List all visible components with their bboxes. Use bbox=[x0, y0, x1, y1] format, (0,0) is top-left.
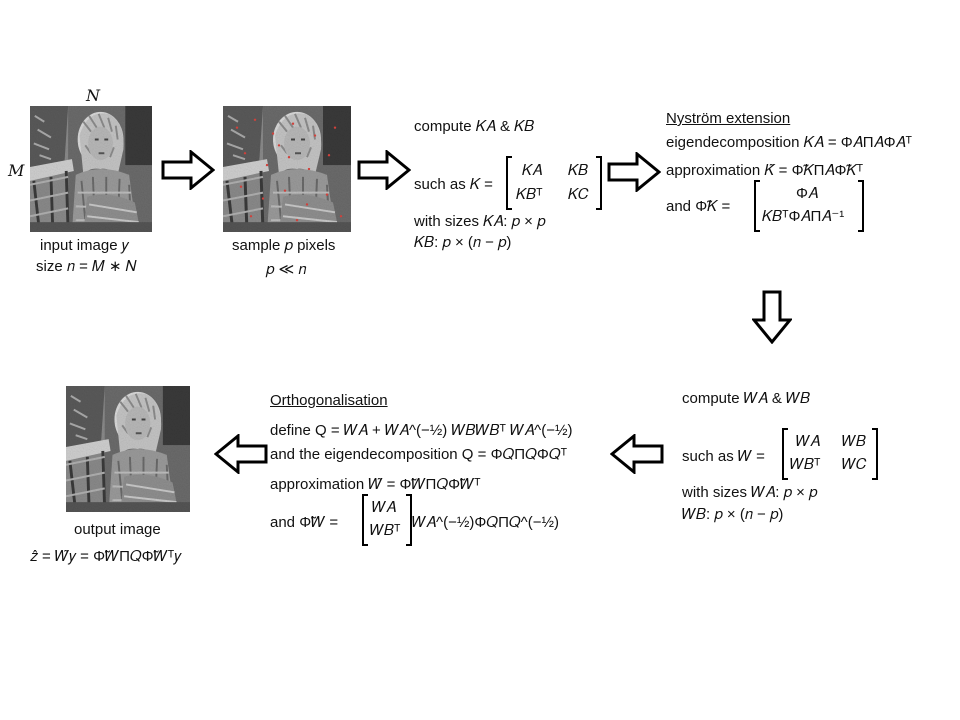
right-arrow-icon bbox=[357, 150, 411, 190]
matrix-cell: 𝑊𝐵ᵀ bbox=[790, 456, 821, 473]
compute-k-block: compute 𝐾𝐴 & 𝐾𝐵 such as 𝐾 = 𝐾𝐴 𝐾𝐵 𝐾𝐵ᵀ 𝐾𝐶… bbox=[414, 116, 604, 256]
right-arrow-icon bbox=[161, 150, 215, 190]
nystrom-approximation: approximation 𝐾̃ = Φ̃𝐾Π𝐴Φ̃𝐾ᵀ bbox=[666, 162, 864, 179]
input-image-caption-1: input image 𝑦 bbox=[40, 237, 129, 254]
matrix-cell: 𝐾𝐴 bbox=[522, 162, 543, 179]
phi-w-prefix: and Φ̃𝑊 = bbox=[270, 514, 339, 531]
matrix-cell: 𝑊𝐵ᵀ bbox=[370, 522, 401, 539]
w-matrix: 𝑊𝐴 𝑊𝐵 𝑊𝐵ᵀ 𝑊𝐶 bbox=[782, 428, 878, 480]
down-arrow-icon bbox=[752, 290, 792, 344]
k-size-line-1: with sizes 𝐾𝐴: 𝑝 × 𝑝 bbox=[414, 213, 546, 230]
nystrom-eigendecomposition: eigendecomposition 𝐾𝐴 = Φ𝐴Π𝐴Φ𝐴ᵀ bbox=[666, 134, 913, 151]
dimension-label-m: M bbox=[8, 161, 25, 180]
w-size-line-1: with sizes 𝑊𝐴: 𝑝 × 𝑝 bbox=[682, 484, 818, 501]
compute-w-block: compute 𝑊𝐴 & 𝑊𝐵 such as 𝑊 = 𝑊𝐴 𝑊𝐵 𝑊𝐵ᵀ 𝑊𝐶… bbox=[682, 390, 882, 530]
compute-w-line: compute 𝑊𝐴 & 𝑊𝐵 bbox=[682, 390, 811, 407]
phi-k-matrix: Φ𝐴 𝐾𝐵ᵀΦ𝐴Π𝐴⁻¹ bbox=[754, 180, 864, 232]
matrix-cell: 𝐾𝐵 bbox=[568, 162, 589, 179]
input-image-caption-2: size 𝑛 = 𝑀 ∗ 𝑁 bbox=[36, 258, 137, 275]
matrix-cell: 𝑊𝐴 bbox=[372, 499, 397, 516]
matrix-cell: Φ𝐴 bbox=[796, 185, 818, 202]
phi-w-suffix: 𝑊𝐴^(−½)Φ𝑄Π𝑄^(−½) bbox=[412, 514, 559, 531]
matrix-cell: 𝐾𝐵ᵀΦ𝐴Π𝐴⁻¹ bbox=[762, 208, 845, 225]
orthogonalisation-block: Orthogonalisation define Q = 𝑊𝐴 + 𝑊𝐴^(−½… bbox=[270, 390, 606, 550]
nystrom-block: Nyström extension eigendecomposition 𝐾𝐴 … bbox=[666, 110, 956, 240]
w-definition-prefix: such as 𝑊 = bbox=[682, 448, 765, 465]
right-arrow-icon bbox=[607, 152, 661, 192]
output-image-caption-1: output image bbox=[74, 521, 161, 538]
compute-k-line: compute 𝐾𝐴 & 𝐾𝐵 bbox=[414, 118, 535, 135]
orthogonalisation-title: Orthogonalisation bbox=[270, 392, 388, 409]
left-arrow-icon bbox=[610, 434, 664, 474]
output-image-formula: 𝑧̂ = 𝑊̃𝑦 = Φ̃𝑊Π𝑄Φ̃𝑊ᵀ𝑦 bbox=[30, 548, 182, 565]
nystrom-title: Nyström extension bbox=[666, 110, 791, 127]
k-matrix: 𝐾𝐴 𝐾𝐵 𝐾𝐵ᵀ 𝐾𝐶 bbox=[506, 156, 602, 210]
matrix-cell: 𝑊𝐴 bbox=[796, 433, 821, 450]
q-eigendecomposition: and the eigendecomposition Q = Φ𝑄Π𝑄Φ𝑄ᵀ bbox=[270, 446, 568, 463]
k-definition-prefix: such as 𝐾 = bbox=[414, 176, 493, 193]
output-image bbox=[66, 386, 190, 512]
w-size-line-2: 𝑊𝐵: 𝑝 × (𝑛 − 𝑝) bbox=[682, 506, 784, 523]
dimension-label-n: N bbox=[86, 86, 100, 105]
w-approximation: approximation 𝑊̃ = Φ̃𝑊Π𝑄Φ̃𝑊ᵀ bbox=[270, 476, 481, 493]
matrix-cell: 𝑊𝐶 bbox=[842, 456, 867, 473]
matrix-cell: 𝐾𝐵ᵀ bbox=[516, 186, 543, 203]
k-size-line-2: 𝐾𝐵: 𝑝 × (𝑛 − 𝑝) bbox=[414, 234, 512, 251]
input-image bbox=[30, 106, 152, 232]
define-q-line: define Q = 𝑊𝐴 + 𝑊𝐴^(−½) 𝑊𝐵𝑊𝐵ᵀ 𝑊𝐴^(−½) bbox=[270, 422, 573, 439]
sampled-image bbox=[223, 106, 351, 232]
nystrom-phi-prefix: and Φ̃𝐾 = bbox=[666, 198, 731, 215]
sampled-image-caption-2: 𝑝 ≪ 𝑛 bbox=[266, 261, 307, 278]
sampled-image-caption-1: sample 𝑝 pixels bbox=[232, 237, 336, 254]
matrix-cell: 𝐾𝐶 bbox=[568, 186, 589, 203]
left-arrow-icon bbox=[214, 434, 268, 474]
matrix-cell: 𝑊𝐵 bbox=[842, 433, 867, 450]
phi-w-matrix: 𝑊𝐴 𝑊𝐵ᵀ bbox=[362, 494, 412, 546]
